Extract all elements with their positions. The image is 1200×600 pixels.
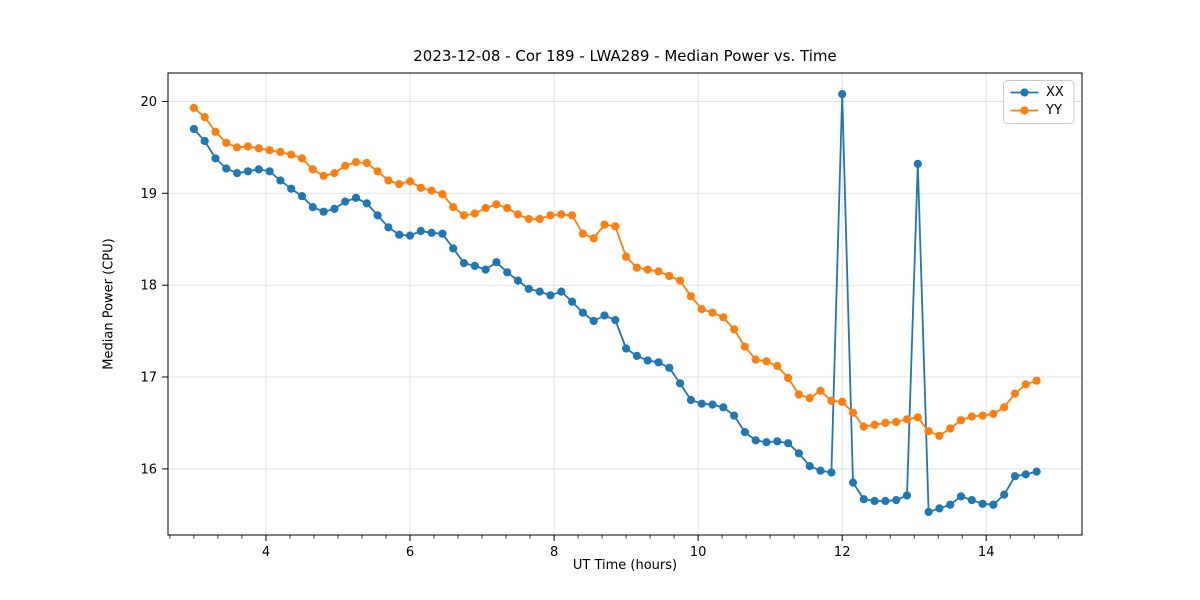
svg-text:20: 20 [140,95,157,110]
svg-text:12: 12 [834,545,851,560]
svg-text:17: 17 [140,371,157,386]
y-axis-label: Median Power (CPU) [101,238,117,370]
legend-label-yy: YY [1046,103,1062,118]
svg-text:19: 19 [140,187,157,202]
svg-text:4: 4 [262,545,270,560]
legend-label-xx: XX [1046,85,1064,100]
svg-text:18: 18 [140,279,157,294]
svg-text:10: 10 [690,545,707,560]
svg-text:6: 6 [406,545,414,560]
svg-text:16: 16 [140,462,157,477]
chart-title: 2023-12-08 - Cor 189 - LWA289 - Median P… [413,47,837,65]
svg-text:14: 14 [978,545,995,560]
x-axis-label: UT Time (hours) [572,558,678,573]
svg-text:8: 8 [550,545,558,560]
